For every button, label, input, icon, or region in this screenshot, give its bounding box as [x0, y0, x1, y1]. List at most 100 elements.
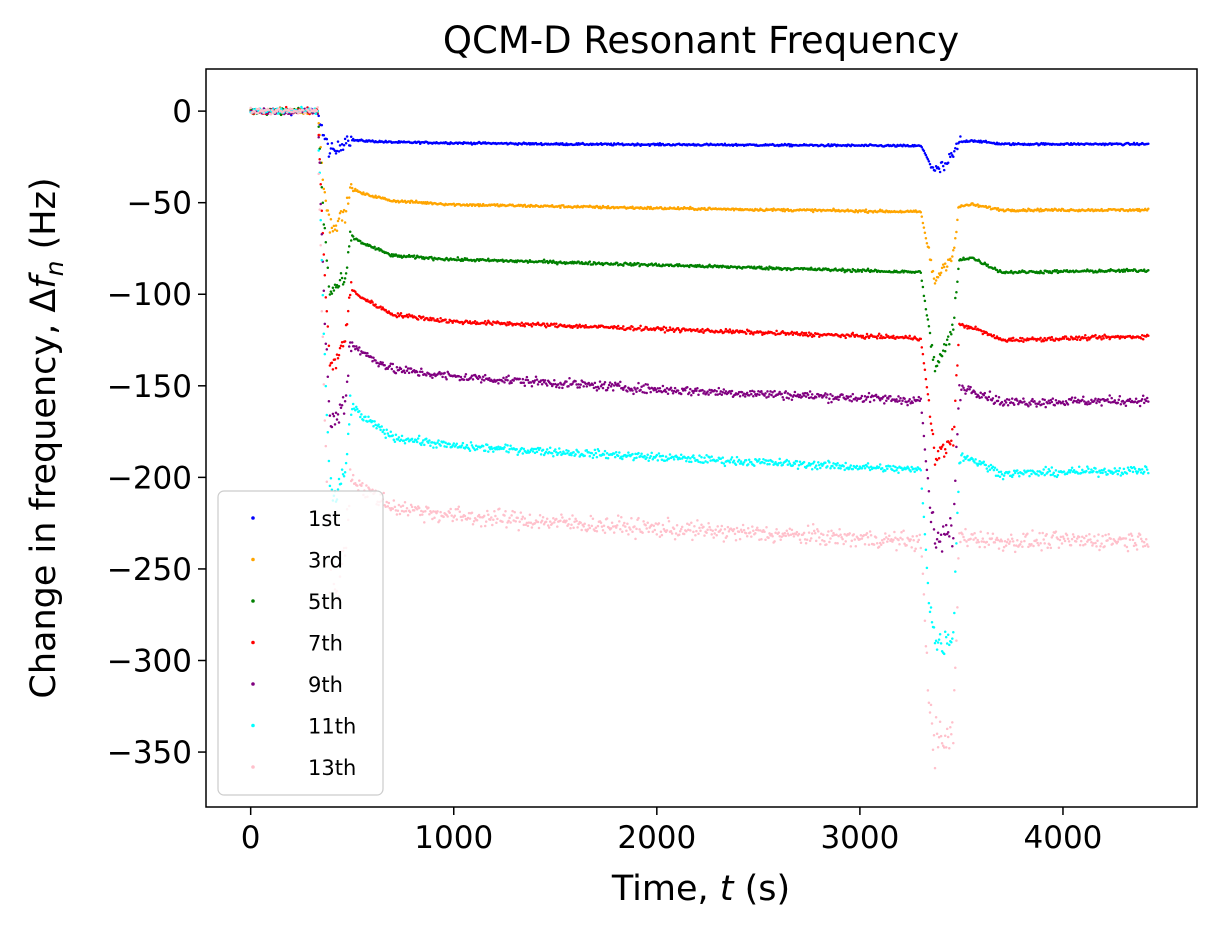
data-point: [922, 226, 926, 229]
data-point: [1012, 403, 1016, 407]
data-point: [1128, 397, 1132, 401]
data-point: [968, 388, 971, 391]
data-point: [356, 407, 359, 411]
data-point: [948, 535, 951, 538]
data-point: [1038, 210, 1041, 213]
data-point: [934, 546, 938, 549]
data-point: [444, 318, 447, 321]
data-point: [343, 400, 347, 403]
data-point: [488, 376, 491, 380]
data-point: [339, 148, 343, 152]
data-point: [321, 293, 325, 297]
data-point: [646, 453, 649, 456]
data-point: [988, 205, 992, 209]
data-point: [544, 450, 548, 454]
data-point: [481, 375, 485, 379]
data-point: [382, 428, 385, 432]
data-point: [422, 315, 425, 319]
data-point: [988, 390, 992, 393]
data-point: [922, 294, 926, 298]
data-point: [778, 390, 781, 394]
data-point: [417, 140, 421, 144]
data-point: [318, 161, 321, 164]
data-point: [661, 328, 665, 331]
data-point: [953, 246, 956, 249]
data-point: [844, 336, 847, 340]
data-point: [673, 386, 677, 390]
data-point: [325, 413, 329, 417]
data-point: [760, 389, 763, 393]
data-point: [810, 393, 814, 396]
data-point: [350, 186, 354, 190]
data-point: [521, 377, 525, 381]
data-point: [639, 388, 642, 392]
data-point: [481, 444, 485, 448]
data-point: [686, 385, 689, 389]
data-point: [359, 415, 362, 419]
data-point: [750, 460, 753, 464]
data-point: [597, 449, 601, 453]
data-point: [862, 399, 866, 403]
data-point: [327, 155, 331, 158]
data-point: [974, 325, 977, 329]
data-point: [1141, 394, 1145, 398]
data-point: [336, 219, 340, 223]
data-point: [923, 368, 927, 371]
data-point: [649, 390, 652, 394]
data-point: [927, 246, 931, 249]
data-point: [651, 458, 655, 461]
data-point: [616, 454, 620, 458]
data-point: [931, 166, 935, 169]
data-point: [926, 157, 930, 161]
data-point: [557, 383, 560, 386]
data-point: [693, 456, 696, 460]
data-point: [559, 206, 562, 209]
data-point: [614, 451, 618, 454]
data-point: [955, 445, 958, 449]
data-point: [709, 459, 712, 462]
data-point: [707, 393, 710, 396]
data-point: [359, 353, 362, 356]
data-point: [645, 391, 648, 395]
data-point: [583, 454, 586, 458]
data-point: [950, 151, 953, 155]
data-point: [717, 386, 721, 390]
data-point: [1108, 394, 1111, 397]
data-point: [405, 369, 409, 372]
data-point: [925, 241, 929, 245]
data-point: [807, 396, 811, 400]
data-point: [1053, 404, 1057, 407]
data-point: [933, 282, 937, 285]
data-point: [322, 134, 326, 137]
data-point: [530, 447, 534, 450]
data-point: [364, 415, 367, 418]
data-point: [555, 261, 558, 264]
data-point: [591, 456, 595, 460]
data-point: [918, 399, 922, 403]
data-point: [329, 290, 333, 293]
data-point: [328, 293, 332, 296]
data-point: [354, 187, 357, 191]
data-point: [1094, 397, 1097, 401]
data-point: [367, 415, 370, 419]
data-point: [330, 425, 334, 429]
data-point: [825, 396, 828, 399]
data-point: [606, 386, 610, 389]
data-point: [812, 334, 816, 338]
data-point: [346, 202, 350, 205]
data-point: [336, 413, 340, 416]
data-point: [898, 399, 901, 403]
data-point: [784, 390, 788, 393]
data-point: [415, 370, 419, 374]
data-point: [795, 460, 799, 463]
data-point: [819, 466, 822, 470]
data-point: [960, 388, 963, 391]
data-point: [884, 394, 887, 398]
data-point: [957, 407, 960, 410]
data-point: [956, 364, 959, 367]
data-point: [730, 389, 734, 393]
data-point: [550, 451, 554, 455]
data-point: [850, 270, 854, 274]
data-point: [619, 380, 622, 384]
data-point: [967, 385, 970, 388]
